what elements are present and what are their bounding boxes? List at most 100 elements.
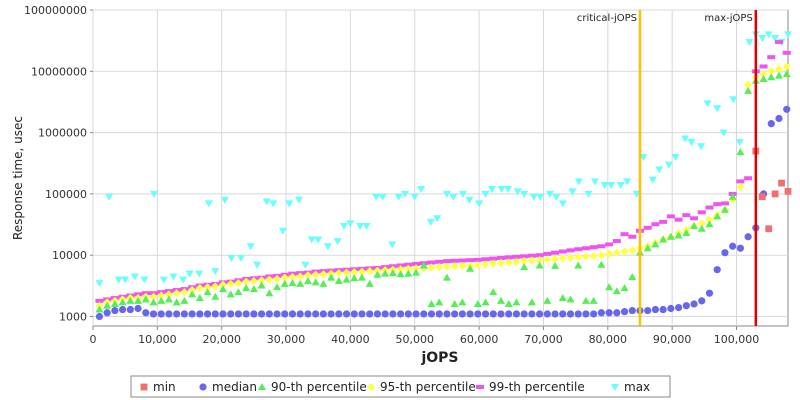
90-th-percentile-point [520, 263, 529, 271]
max-point [520, 190, 529, 198]
95-th-percentile-point [357, 267, 366, 276]
median-point [319, 310, 327, 318]
median-point [265, 310, 273, 318]
95-th-percentile-point [551, 254, 560, 263]
90-th-percentile-point [118, 298, 127, 306]
max-point [253, 261, 262, 269]
99-th-percentile-point [643, 225, 652, 230]
x-tick-label: 40,000 [331, 333, 370, 346]
99-th-percentile-point [759, 64, 768, 69]
90-th-percentile-point [527, 298, 536, 306]
90-th-percentile-point [728, 192, 737, 200]
median-point [389, 310, 397, 318]
median-point [729, 242, 737, 250]
median-point [350, 310, 358, 318]
90-th-percentile-point [218, 285, 227, 293]
max-point [105, 193, 114, 201]
median-point [651, 305, 660, 314]
99-th-percentile-point [512, 254, 521, 259]
median-point [165, 310, 173, 318]
90-th-percentile-point [589, 296, 598, 304]
90-th-percentile-point [311, 278, 320, 286]
90-th-percentile-point [195, 294, 204, 302]
95-th-percentile-point [566, 253, 575, 262]
90-th-percentile-point [605, 283, 614, 291]
99-th-percentile-point [466, 258, 475, 263]
90-th-percentile-point [442, 273, 451, 281]
min-point [758, 193, 766, 201]
99-th-percentile-point [442, 259, 451, 264]
legend-label-95-th-percentile: 95-th percentile [380, 380, 476, 394]
90-th-percentile-point [558, 294, 567, 302]
median-point [188, 310, 196, 318]
95-th-percentile-point [149, 292, 158, 301]
median-point [783, 105, 791, 113]
median-point [767, 120, 775, 128]
99-th-percentile-point [543, 251, 552, 256]
median-point [590, 310, 598, 318]
max-point [735, 139, 744, 147]
median-point [497, 310, 505, 318]
90-th-percentile-point [319, 279, 328, 287]
99-th-percentile-point [620, 232, 629, 237]
90-th-percentile-point [744, 86, 753, 94]
90-th-percentile-point [620, 284, 629, 292]
95-th-percentile-point [705, 215, 714, 224]
max-point [687, 139, 696, 147]
95-th-percentile-point [597, 251, 606, 260]
max-point [314, 236, 323, 244]
90-th-percentile-point [705, 220, 714, 228]
max-point [426, 218, 435, 226]
95-th-percentile-point [280, 273, 289, 282]
90-th-percentile-point [674, 231, 683, 239]
median-point [258, 310, 266, 318]
90-th-percentile-point [458, 298, 467, 306]
y-tick-label: 1000 [59, 311, 87, 324]
99-th-percentile-point [450, 258, 459, 263]
max-point [681, 135, 690, 143]
max-point [758, 34, 767, 42]
median-point [458, 310, 466, 318]
99-th-percentile-point [412, 261, 421, 266]
median-point [296, 310, 304, 318]
max-point [211, 268, 220, 276]
median-point [597, 309, 605, 317]
95-th-percentile-point [574, 253, 583, 262]
90-th-percentile-point [334, 276, 343, 284]
median-point [397, 310, 405, 318]
max-point [339, 222, 348, 230]
median-point [659, 305, 667, 314]
90-th-percentile-point [280, 279, 289, 287]
95-th-percentile-point [450, 262, 459, 271]
max-point [449, 193, 458, 201]
95-th-percentile-point [373, 266, 382, 275]
99-th-percentile-point [574, 247, 583, 252]
95-th-percentile-point [628, 246, 637, 255]
median-point [412, 310, 420, 318]
y-axis-title: Response time, usec [11, 116, 25, 240]
median-point [366, 310, 374, 318]
median-point [705, 289, 714, 297]
90-th-percentile-point [659, 235, 668, 243]
min-point [778, 179, 785, 187]
95-th-percentile-point [767, 67, 776, 76]
90-th-percentile-point [164, 295, 173, 303]
median-point [574, 310, 582, 318]
95-th-percentile-point [180, 288, 189, 297]
95-th-percentile-point [759, 70, 768, 79]
90-th-percentile-point [265, 289, 274, 297]
legend-marker-95-th-percentile [367, 383, 375, 391]
max-point [362, 222, 371, 230]
95-th-percentile-point [296, 272, 305, 281]
max-point [150, 190, 159, 198]
95-th-percentile-point [242, 277, 251, 286]
99-th-percentile-point [520, 254, 529, 259]
99-th-percentile-point [496, 256, 505, 261]
99-th-percentile-point [581, 246, 590, 251]
max-point [301, 261, 310, 269]
median-point [427, 310, 436, 318]
median-point [196, 310, 204, 318]
90-th-percentile-point [357, 273, 366, 281]
99-th-percentile-point [682, 213, 691, 218]
